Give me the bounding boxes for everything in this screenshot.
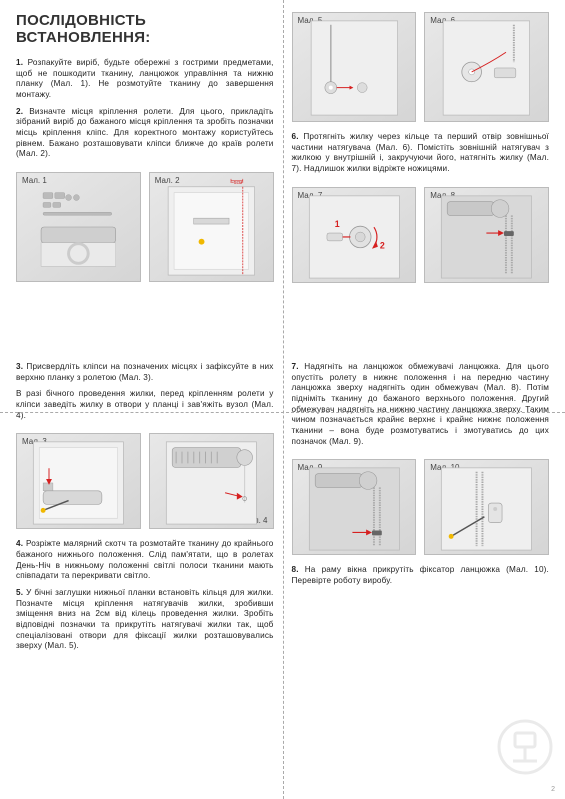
figure-1: Мал. 1 (16, 172, 141, 282)
step-6-text: Протягніть жилку через кільце та перший … (292, 132, 550, 173)
page-number: 2 (551, 786, 555, 793)
step-7: 7. Надягніть на ланцюжок обмежувачі ланц… (292, 362, 550, 447)
page-title: ПОСЛІДОВНІСТЬ ВСТАНОВЛЕННЯ: (16, 12, 274, 46)
watermark-icon (495, 717, 555, 777)
svg-text:2: 2 (379, 240, 384, 250)
step-1: 1. Розпакуйте виріб, будьте обережні з г… (16, 58, 274, 101)
step-5-text: У бічні заглушки нижньої планки встанові… (16, 588, 274, 650)
step-4: 4. Розріжте малярний скотч та розмотайте… (16, 539, 274, 582)
step-3-text: Присвердліть кліпси на позначених місцях… (16, 362, 274, 382)
step-2: 2. Визначте місця кріплення ролети. Для … (16, 107, 274, 160)
figure-9: Мал. 9 (292, 459, 417, 555)
figure-8: Мал. 8 (424, 187, 549, 283)
step-3: 3. Присвердліть кліпси на позначених міс… (16, 362, 274, 383)
figure-5: Мал. 5 (292, 12, 417, 122)
figure-6: Мал. 6 (424, 12, 549, 122)
step-7-text: Надягніть на ланцюжок обмежувачі ланцюжк… (292, 362, 550, 446)
step-8: 8. На раму вікна прикрутіть фіксатор лан… (292, 565, 550, 586)
step-2-text: Визначте місця кріплення ролети. Для цьо… (16, 107, 274, 159)
figure-3: Мал. 3 (16, 433, 141, 529)
figure-2: Мал. 2 ~5см (149, 172, 274, 282)
figure-10: Мал. 10 (424, 459, 549, 555)
step-6: 6. Протягніть жилку через кільце та перш… (292, 132, 550, 175)
step-1-text: Розпакуйте виріб, будьте обережні з гост… (16, 58, 274, 99)
step-5: 5. У бічні заглушки нижньої планки встан… (16, 588, 274, 652)
step-3b: В разі бічного проведення жилки, перед к… (16, 389, 274, 421)
figure-7: Мал. 7 1 2 (292, 187, 417, 283)
svg-text:1: 1 (334, 219, 339, 229)
figure-4: Мал. 4 (149, 433, 274, 529)
step-4-text: Розріжте малярний скотч та розмотайте тк… (16, 539, 274, 580)
step-8-text: На раму вікна прикрутіть фіксатор ланцюж… (292, 565, 549, 585)
